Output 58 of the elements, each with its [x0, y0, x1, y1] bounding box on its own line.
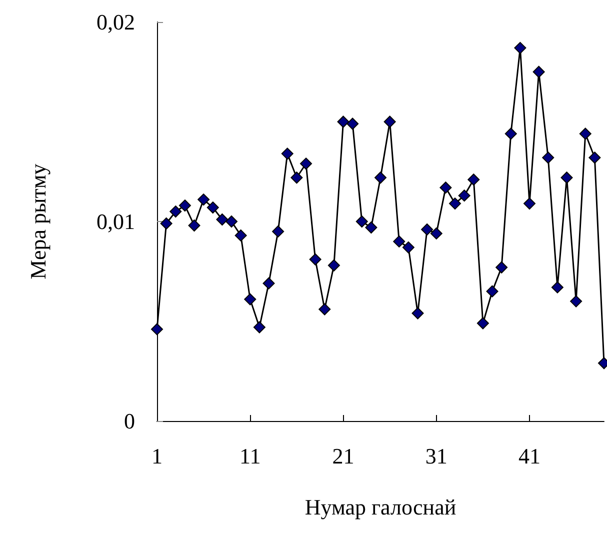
point [151, 323, 163, 336]
point [551, 281, 564, 294]
point [160, 217, 172, 230]
point [206, 202, 219, 214]
point [468, 174, 480, 186]
point [281, 148, 294, 160]
y-tick-label: 0,02 [96, 10, 135, 34]
point [393, 235, 406, 248]
point [374, 172, 386, 184]
point [356, 216, 368, 228]
point [226, 216, 238, 228]
point [504, 128, 517, 140]
point [542, 152, 554, 164]
point [337, 116, 350, 128]
point [412, 307, 424, 320]
point [524, 198, 536, 210]
point [402, 241, 414, 254]
point [449, 198, 461, 210]
point [300, 158, 312, 170]
point [570, 295, 582, 308]
y-tick-label: 0,01 [96, 209, 135, 234]
x-tick-label: 21 [332, 444, 354, 468]
point [514, 42, 526, 54]
x-axis-title: Нумар галоснай [304, 494, 456, 520]
point [234, 229, 247, 242]
point [170, 206, 182, 218]
point [532, 66, 545, 78]
point [486, 285, 498, 298]
x-tick-label: 41 [518, 444, 540, 468]
point [421, 223, 434, 236]
y-axis-title: Мера рытму [26, 164, 50, 280]
x-tick-label: 1 [152, 444, 162, 468]
point [430, 227, 442, 240]
point [253, 321, 266, 334]
point [216, 214, 228, 226]
point [440, 182, 452, 194]
point [476, 317, 489, 330]
point [318, 303, 331, 316]
point [198, 194, 210, 206]
point [560, 172, 573, 184]
point [309, 253, 322, 266]
point [496, 261, 508, 274]
y-tick-label: 0 [124, 408, 135, 434]
x-tick-label: 11 [240, 444, 261, 468]
point [244, 293, 256, 306]
x-tick-label: 31 [425, 444, 448, 468]
point [384, 116, 396, 128]
point [272, 225, 284, 238]
point [346, 118, 359, 130]
point [588, 152, 601, 164]
point [458, 190, 470, 202]
point [262, 277, 275, 290]
point [328, 259, 340, 272]
point [188, 219, 200, 232]
point [178, 200, 191, 212]
point [290, 172, 303, 184]
point [365, 221, 378, 234]
point [579, 128, 592, 140]
